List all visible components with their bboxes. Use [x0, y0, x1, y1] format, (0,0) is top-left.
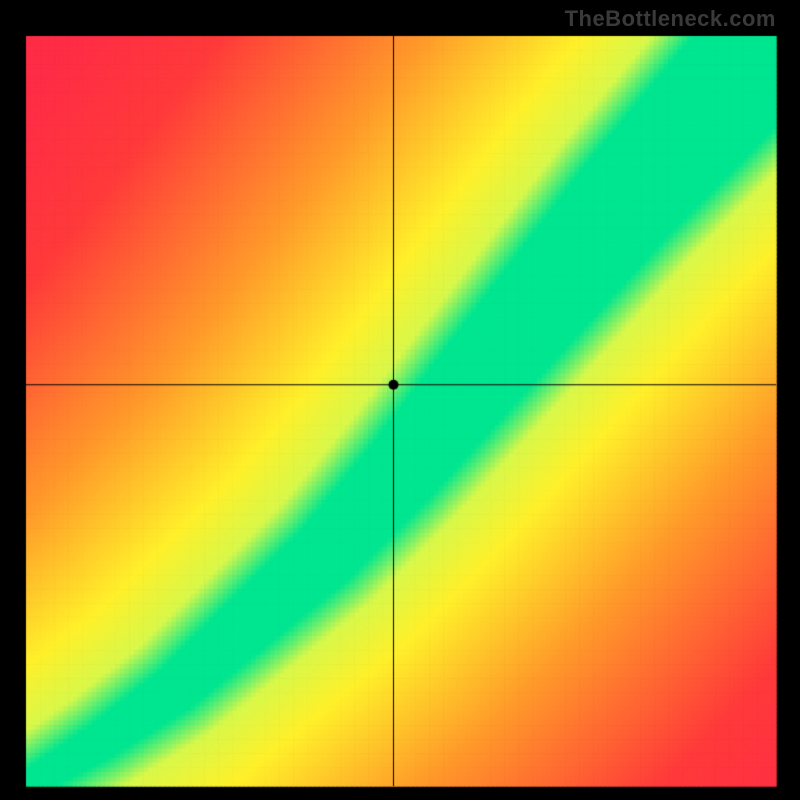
watermark-text: TheBottleneck.com	[565, 6, 776, 32]
bottleneck-heatmap	[0, 0, 800, 800]
chart-container: TheBottleneck.com	[0, 0, 800, 800]
